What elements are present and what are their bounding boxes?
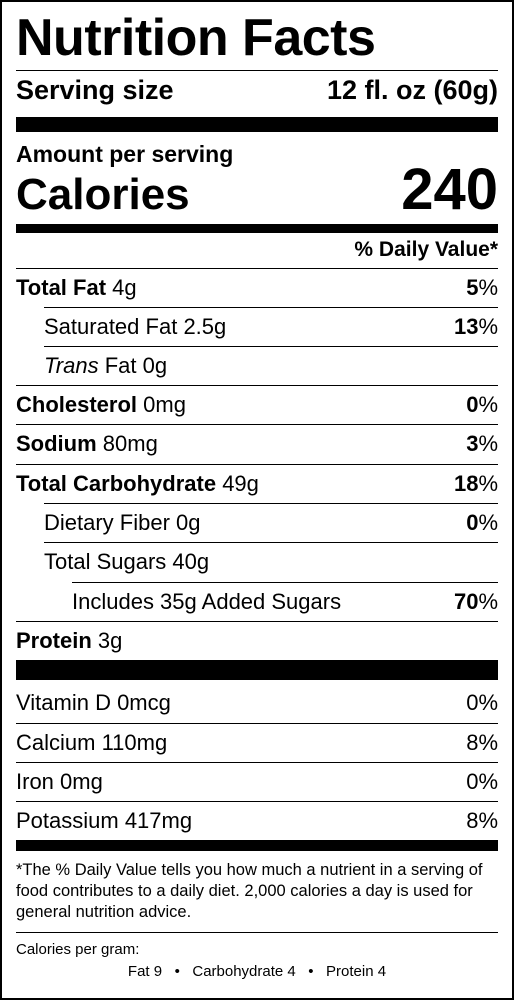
nutrient-row-trans-fat: Trans Fat 0g [44, 346, 498, 385]
vitamin-dv: 8% [466, 730, 498, 755]
thick-divider [16, 117, 498, 132]
nutrient-name: Total Fat [16, 275, 107, 300]
vitamin-row-vitamin-d: Vitamin D 0mcg 0% [16, 683, 498, 722]
nutrient-name: Cholesterol [16, 392, 138, 417]
nutrient-row-cholesterol: Cholesterol 0mg 0% [16, 385, 498, 424]
nutrient-text: Includes 35g Added Sugars [72, 589, 342, 614]
vitamin-text: Vitamin D 0mcg [16, 689, 171, 715]
medium-divider [16, 224, 498, 233]
percent-sign: % [478, 510, 498, 535]
vitamin-text: Calcium 110mg [16, 730, 168, 755]
calories-row: Calories 240 [16, 160, 498, 225]
nutrient-amount: 80mg [102, 431, 158, 456]
nutrient-name: Sodium [16, 431, 97, 456]
nutrient-row-protein: Protein 3g [16, 621, 498, 660]
vitamin-row-iron: Iron 0mg 0% [16, 762, 498, 801]
divider [16, 70, 498, 71]
nutrient-amount: 49g [222, 471, 259, 496]
percent-sign: % [478, 314, 498, 339]
nutrient-row-total-fat: Total Fat 4g 5% [16, 268, 498, 307]
nutrient-name: Saturated Fat [44, 314, 178, 339]
vitamin-dv: 8% [466, 808, 498, 833]
nutrient-amount: 40g [172, 549, 210, 574]
vitamin-text: Potassium 417mg [16, 808, 193, 833]
nutrient-name: Total Sugars [44, 549, 167, 574]
nutrient-amount: 0mg [143, 392, 186, 417]
nutrient-dv: 5 [466, 275, 479, 300]
nutrient-name-italic: Trans [44, 353, 99, 378]
divider [16, 932, 498, 933]
percent-sign: % [478, 471, 498, 496]
vitamin-row-calcium: Calcium 110mg 8% [16, 723, 498, 762]
nutrient-dv: 70 [453, 589, 479, 614]
nutrient-row-total-sugars: Total Sugars 40g [44, 542, 498, 581]
calories-value: 240 [401, 157, 498, 222]
nutrient-name: Protein [16, 628, 92, 653]
vitamin-text: Iron 0mg [16, 769, 103, 794]
percent-sign: % [478, 275, 498, 300]
nutrient-amount: 0g [142, 353, 168, 378]
nutrient-dv: 3 [466, 431, 479, 456]
serving-size-value: 12 fl. oz (60g) [326, 75, 498, 105]
nutrient-dv: 18 [453, 471, 479, 496]
nutrient-row-added-sugars: Includes 35g Added Sugars 70% [72, 582, 498, 621]
calories-label: Calories [16, 170, 190, 219]
percent-sign: % [478, 431, 498, 456]
amount-per-serving: Amount per serving [16, 141, 234, 167]
nutrient-dv: 0 [466, 392, 479, 417]
label-title: Nutrition Facts [16, 9, 376, 67]
nutrient-row-total-carbohydrate: Total Carbohydrate 49g 18% [16, 464, 498, 503]
serving-size-row: Serving size 12 fl. oz (60g) [16, 74, 498, 106]
nutrient-amount: 0g [176, 510, 201, 535]
nutrient-name: Total Carbohydrate [16, 471, 217, 496]
serving-size-label: Serving size [16, 75, 174, 105]
nutrient-dv: 13 [453, 314, 479, 339]
nutrient-amount: 3g [97, 628, 123, 653]
vitamin-row-potassium: Potassium 417mg 8% [16, 801, 498, 840]
nutrient-dv: 0 [466, 510, 479, 535]
calories-per-gram-values: Fat 9 • Carbohydrate 4 • Protein 4 [127, 963, 387, 980]
nutrient-row-sodium: Sodium 80mg 3% [16, 424, 498, 463]
nutrient-amount: 2.5g [183, 314, 227, 339]
vitamin-dv: 0% [466, 689, 498, 715]
nutrient-row-saturated-fat: Saturated Fat 2.5g 13% [44, 307, 498, 346]
nutrient-name: Fat [104, 353, 137, 378]
nutrient-row-dietary-fiber: Dietary Fiber 0g 0% [44, 503, 498, 542]
daily-value-footnote: *The % Daily Value tells you how much a … [16, 861, 483, 921]
calories-per-gram-title: Calories per gram: [16, 941, 140, 958]
percent-sign: % [478, 392, 498, 417]
medium-divider [16, 840, 498, 851]
percent-sign: % [478, 589, 498, 614]
nutrient-name: Dietary Fiber [44, 510, 170, 535]
vitamin-dv: 0% [466, 769, 498, 794]
nutrient-amount: 4g [112, 275, 137, 300]
thick-divider [16, 660, 498, 680]
daily-value-header: % Daily Value* [354, 238, 498, 261]
